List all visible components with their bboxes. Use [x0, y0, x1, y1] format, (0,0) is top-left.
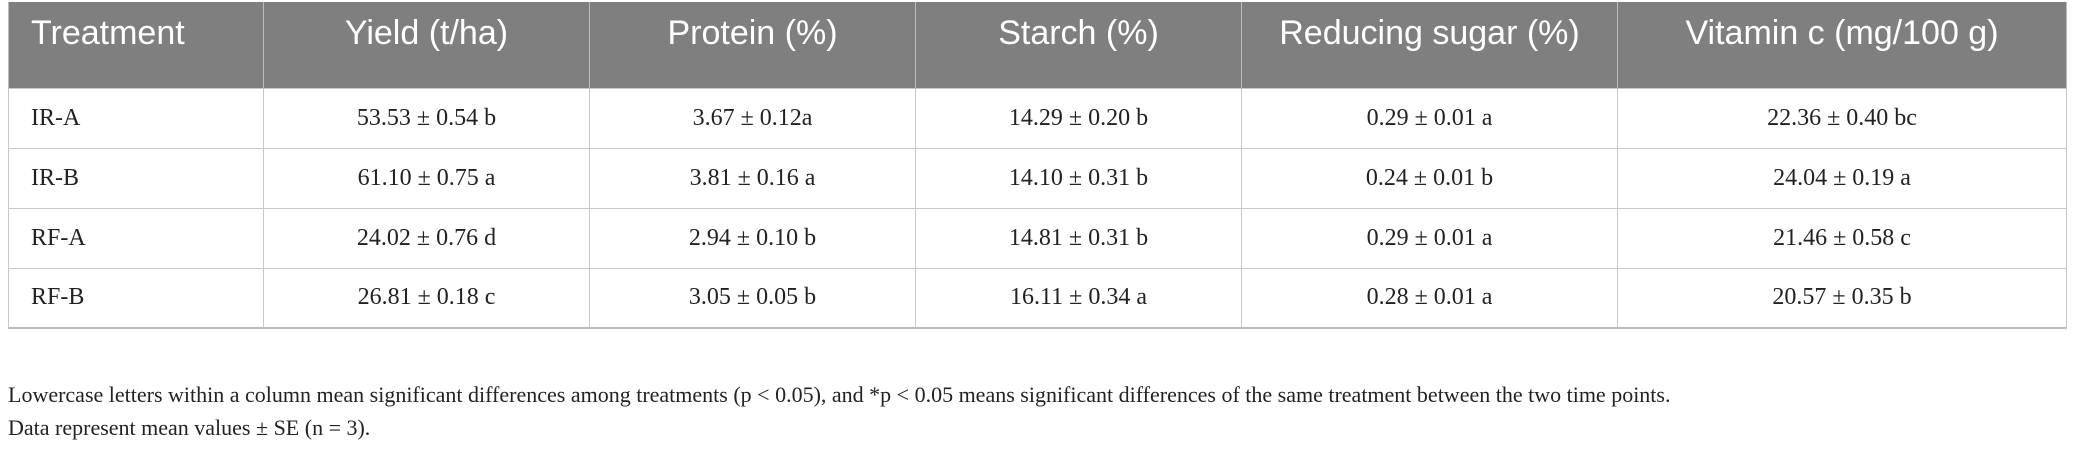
- footnote-line-1: Lowercase letters within a column mean s…: [8, 382, 1671, 407]
- header-reducing-sugar: Reducing sugar (%): [1241, 2, 1618, 88]
- header-starch: Starch (%): [915, 2, 1242, 88]
- cell-vitamin-c: 21.46 ± 0.58 c: [1617, 207, 2067, 269]
- cell-starch: 14.29 ± 0.20 b: [915, 87, 1242, 149]
- cell-treatment: RF-A: [8, 207, 264, 269]
- table-row: RF-B 26.81 ± 0.18 c 3.05 ± 0.05 b 16.11 …: [8, 267, 2067, 329]
- cell-yield: 53.53 ± 0.54 b: [263, 87, 590, 149]
- cell-protein: 2.94 ± 0.10 b: [589, 207, 916, 269]
- header-treatment: Treatment: [8, 2, 264, 88]
- cell-vitamin-c: 22.36 ± 0.40 bc: [1617, 87, 2067, 149]
- results-table: Treatment Yield (t/ha) Protein (%) Starc…: [8, 2, 2067, 329]
- cell-starch: 14.10 ± 0.31 b: [915, 147, 1242, 209]
- table-header-row: Treatment Yield (t/ha) Protein (%) Starc…: [8, 2, 2067, 88]
- cell-reducing-sugar: 0.28 ± 0.01 a: [1241, 267, 1618, 329]
- cell-yield: 24.02 ± 0.76 d: [263, 207, 590, 269]
- table-row: IR-A 53.53 ± 0.54 b 3.67 ± 0.12a 14.29 ±…: [8, 87, 2067, 149]
- table-row: IR-B 61.10 ± 0.75 a 3.81 ± 0.16 a 14.10 …: [8, 147, 2067, 209]
- cell-vitamin-c: 24.04 ± 0.19 a: [1617, 147, 2067, 209]
- footnote-line-2: Data represent mean values ± SE (n = 3).: [8, 415, 371, 440]
- cell-reducing-sugar: 0.29 ± 0.01 a: [1241, 87, 1618, 149]
- cell-treatment: IR-B: [8, 147, 264, 209]
- cell-reducing-sugar: 0.24 ± 0.01 b: [1241, 147, 1618, 209]
- cell-protein: 3.67 ± 0.12a: [589, 87, 916, 149]
- cell-reducing-sugar: 0.29 ± 0.01 a: [1241, 207, 1618, 269]
- cell-treatment: IR-A: [8, 87, 264, 149]
- header-yield: Yield (t/ha): [263, 2, 590, 88]
- table-row: RF-A 24.02 ± 0.76 d 2.94 ± 0.10 b 14.81 …: [8, 207, 2067, 269]
- header-protein: Protein (%): [589, 2, 916, 88]
- cell-yield: 26.81 ± 0.18 c: [263, 267, 590, 329]
- cell-yield: 61.10 ± 0.75 a: [263, 147, 590, 209]
- header-vitamin-c: Vitamin c (mg/100 g): [1617, 2, 2067, 88]
- table-footnote: Lowercase letters within a column mean s…: [8, 378, 2068, 444]
- data-table-container: Treatment Yield (t/ha) Protein (%) Starc…: [8, 2, 2067, 329]
- cell-protein: 3.05 ± 0.05 b: [589, 267, 916, 329]
- cell-protein: 3.81 ± 0.16 a: [589, 147, 916, 209]
- cell-starch: 14.81 ± 0.31 b: [915, 207, 1242, 269]
- cell-starch: 16.11 ± 0.34 a: [915, 267, 1242, 329]
- cell-vitamin-c: 20.57 ± 0.35 b: [1617, 267, 2067, 329]
- cell-treatment: RF-B: [8, 267, 264, 329]
